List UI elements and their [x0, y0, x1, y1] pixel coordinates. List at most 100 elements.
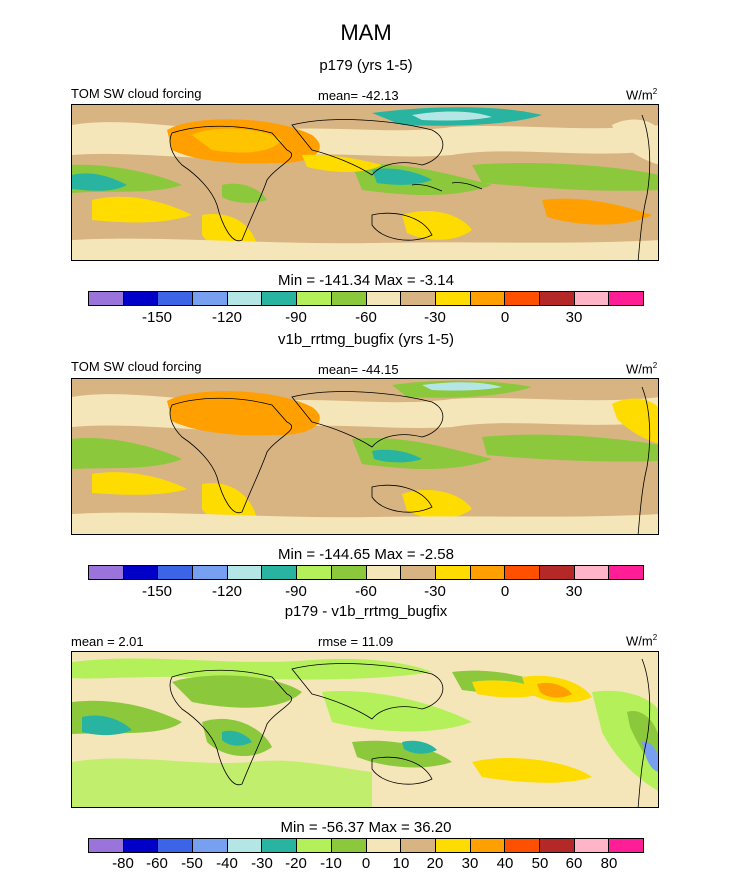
panel-3-minmax: Min = -56.37 Max = 36.20	[280, 819, 452, 836]
panel-3-subtitle: p179 - v1b_rrtmg_bugfix	[284, 603, 448, 620]
colorbar-swatch	[193, 292, 228, 305]
colorbar-tick: -30	[424, 309, 446, 326]
colorbar-tick: -90	[285, 583, 307, 600]
panel-2-ticks: -150 -120 -90 -60 -30 0 30	[0, 583, 732, 603]
figure-title: MAM	[340, 20, 392, 45]
colorbar-tick: -90	[285, 309, 307, 326]
colorbar-tick: -80	[112, 855, 134, 872]
colorbar-swatch	[123, 839, 159, 852]
colorbar-swatch	[505, 292, 540, 305]
colorbar-tick: 0	[500, 309, 510, 326]
panel-2-units: W/m2	[626, 361, 657, 376]
colorbar-swatch	[158, 566, 194, 579]
colorbar-tick: -10	[320, 855, 342, 872]
colorbar-swatch	[505, 566, 540, 579]
colorbar-tick: -120	[211, 309, 243, 326]
colorbar-swatch	[262, 292, 298, 305]
panel-2-colorbar	[88, 565, 644, 580]
panel-3-units-sup: 2	[652, 633, 658, 642]
panel-2-map-svg	[72, 379, 658, 534]
panel-1-ticks: -150 -120 -90 -60 -30 0 30	[0, 309, 732, 329]
panel-1-map	[71, 104, 659, 261]
panel-1-units-sup: 2	[652, 87, 658, 96]
panel-1-units-text: W/m	[626, 87, 653, 103]
colorbar-swatch	[123, 566, 159, 579]
colorbar-tick: -120	[211, 583, 243, 600]
colorbar-swatch	[227, 292, 263, 305]
colorbar-swatch	[574, 292, 610, 305]
colorbar-swatch	[401, 839, 436, 852]
colorbar-tick: -30	[251, 855, 273, 872]
colorbar-swatch	[401, 292, 436, 305]
colorbar-swatch	[505, 839, 540, 852]
colorbar-swatch	[297, 566, 332, 579]
colorbar-swatch	[297, 839, 332, 852]
colorbar-swatch	[435, 292, 471, 305]
colorbar-swatch	[366, 292, 402, 305]
colorbar-tick: -60	[355, 309, 377, 326]
colorbar-swatch	[262, 839, 298, 852]
colorbar-swatch	[435, 839, 471, 852]
panel-2-minmax: Min = -144.65 Max = -2.58	[278, 546, 454, 563]
colorbar-tick: -30	[424, 583, 446, 600]
colorbar-tick: -20	[285, 855, 307, 872]
colorbar-swatch	[470, 292, 506, 305]
panel-3-map-svg	[72, 652, 658, 807]
panel-1-subtitle: p179 (yrs 1-5)	[319, 57, 413, 74]
colorbar-swatch	[574, 566, 610, 579]
colorbar-swatch	[193, 566, 228, 579]
colorbar-swatch	[539, 566, 575, 579]
colorbar-swatch	[158, 839, 194, 852]
panel-1-map-svg	[72, 105, 658, 260]
colorbar-tick: 30	[565, 583, 583, 600]
colorbar-swatch	[89, 839, 124, 852]
panel-2-center-label: mean= -44.15	[318, 362, 399, 377]
colorbar-tick: 50	[531, 855, 549, 872]
colorbar-tick: -150	[141, 583, 173, 600]
colorbar-tick: 30	[565, 309, 583, 326]
panel-3-units: W/m2	[626, 633, 657, 648]
colorbar-swatch	[366, 839, 402, 852]
colorbar-tick: 40	[496, 855, 514, 872]
panel-1-center-label: mean= -42.13	[318, 88, 399, 103]
panel-2-left-label: TOM SW cloud forcing	[71, 359, 202, 374]
colorbar-tick: 0	[500, 583, 510, 600]
colorbar-tick: 80	[600, 855, 618, 872]
colorbar-tick: 0	[361, 855, 371, 872]
colorbar-tick: 20	[426, 855, 444, 872]
panel-3-ticks: -80 -60 -50 -40 -30 -20 -10 0 10 20 30 4…	[0, 855, 732, 875]
colorbar-swatch	[609, 566, 643, 579]
panel-3-map	[71, 651, 659, 808]
colorbar-swatch	[574, 839, 610, 852]
colorbar-tick: -40	[216, 855, 238, 872]
colorbar-swatch	[539, 839, 575, 852]
colorbar-swatch	[609, 839, 643, 852]
colorbar-swatch	[331, 292, 367, 305]
panel-3-center-label: rmse = 11.09	[318, 634, 394, 649]
colorbar-swatch	[470, 839, 506, 852]
panel-2-map	[71, 378, 659, 535]
panel-3-units-text: W/m	[626, 633, 653, 649]
colorbar-swatch	[89, 292, 124, 305]
panel-3-left-label: mean = 2.01	[71, 634, 144, 649]
colorbar-swatch	[227, 839, 263, 852]
colorbar-tick: 60	[565, 855, 583, 872]
colorbar-swatch	[262, 566, 298, 579]
colorbar-swatch	[193, 839, 228, 852]
panel-1-left-label: TOM SW cloud forcing	[71, 86, 202, 101]
panel-2-units-text: W/m	[626, 361, 653, 377]
colorbar-swatch	[539, 292, 575, 305]
colorbar-swatch	[227, 566, 263, 579]
panel-1-units: W/m2	[626, 87, 657, 102]
colorbar-swatch	[401, 566, 436, 579]
colorbar-swatch	[470, 566, 506, 579]
colorbar-swatch	[297, 292, 332, 305]
colorbar-swatch	[123, 292, 159, 305]
colorbar-swatch	[331, 566, 367, 579]
colorbar-tick: -60	[146, 855, 168, 872]
panel-2-subtitle: v1b_rrtmg_bugfix (yrs 1-5)	[278, 331, 454, 348]
colorbar-swatch	[435, 566, 471, 579]
colorbar-swatch	[609, 292, 643, 305]
colorbar-tick: -60	[355, 583, 377, 600]
panel-2-units-sup: 2	[652, 361, 658, 370]
